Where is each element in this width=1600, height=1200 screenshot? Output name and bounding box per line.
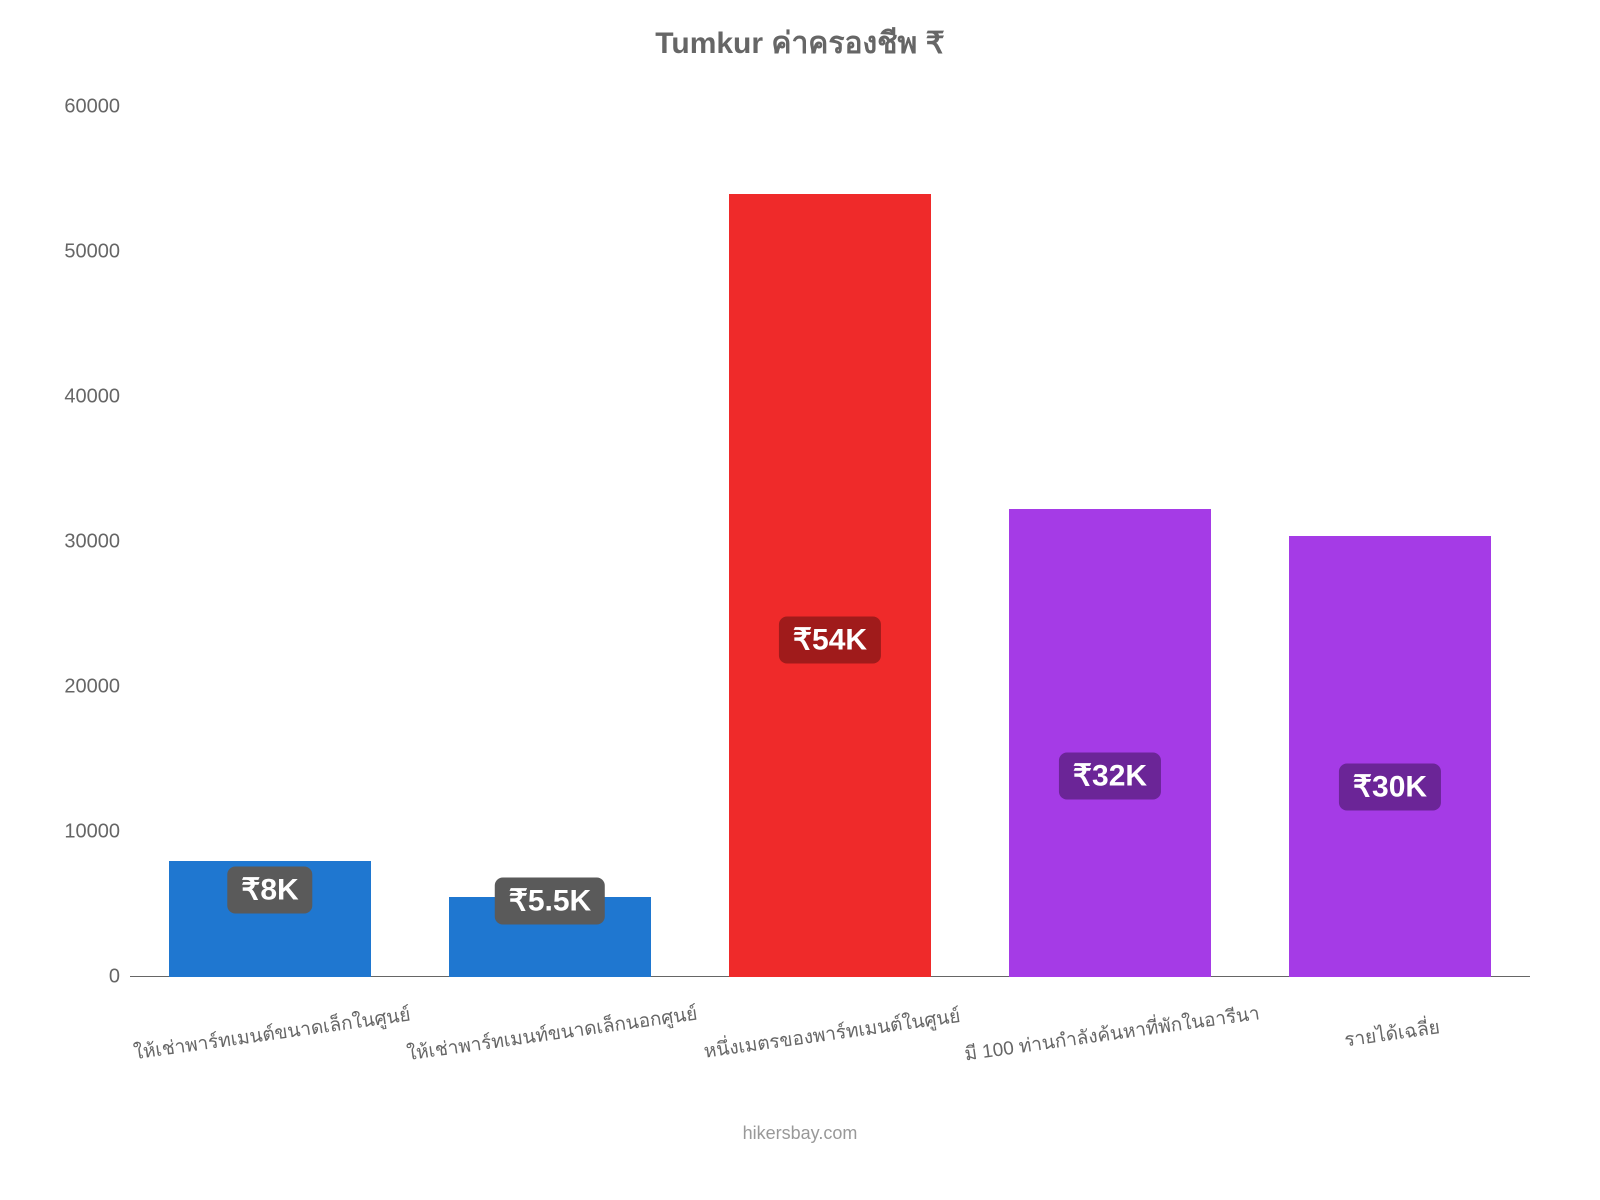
y-tick: 50000 [40,241,120,264]
y-tick: 0 [40,966,120,989]
chart-footer: hikersbay.com [40,1123,1560,1144]
y-tick: 40000 [40,386,120,409]
y-tick: 20000 [40,676,120,699]
x-axis-label: หนึ่งเมตรของพาร์ทเมนต์ในศูนย์ [702,1001,962,1067]
value-badge: ₹30K [1339,764,1441,811]
chart-title: Tumkur ค่าครองชีพ ₹ [40,20,1560,67]
x-axis-label: รายได้เฉลี่ย [1342,1012,1441,1055]
x-axis-label: มี 100 ท่านกำลังค้นหาที่พักในอารีนา [963,998,1262,1069]
plot-area: 0 10000 20000 30000 40000 50000 60000 ₹8K ₹5.5K… [40,87,1560,1087]
y-tick: 30000 [40,531,120,554]
chart-container: Tumkur ค่าครองชีพ ₹ 0 10000 20000 30000 4000… [40,20,1560,1150]
value-badge: ₹32K [1059,752,1161,799]
y-tick: 60000 [40,96,120,119]
y-tick: 10000 [40,821,120,844]
bar: ₹30K [1289,536,1491,977]
x-axis-label: ให้เช่าพาร์ทเมนท์ขนาดเล็กนอกศูนย์ [405,999,699,1069]
value-badge: ₹5.5K [495,878,605,925]
value-badge: ₹54K [779,617,881,664]
bar: ₹54K [729,194,931,977]
x-axis-label: ให้เช่าพาร์ทเมนต์ขนาดเล็กในศูนย์ [132,1000,413,1069]
value-badge: ₹8K [227,867,312,914]
bar: ₹32K [1009,509,1211,977]
bar: ₹5.5K [449,897,651,977]
bar: ₹8K [169,861,371,977]
plot-inner: ₹8K ₹5.5K ₹54K ₹32K ₹30K [130,107,1530,977]
